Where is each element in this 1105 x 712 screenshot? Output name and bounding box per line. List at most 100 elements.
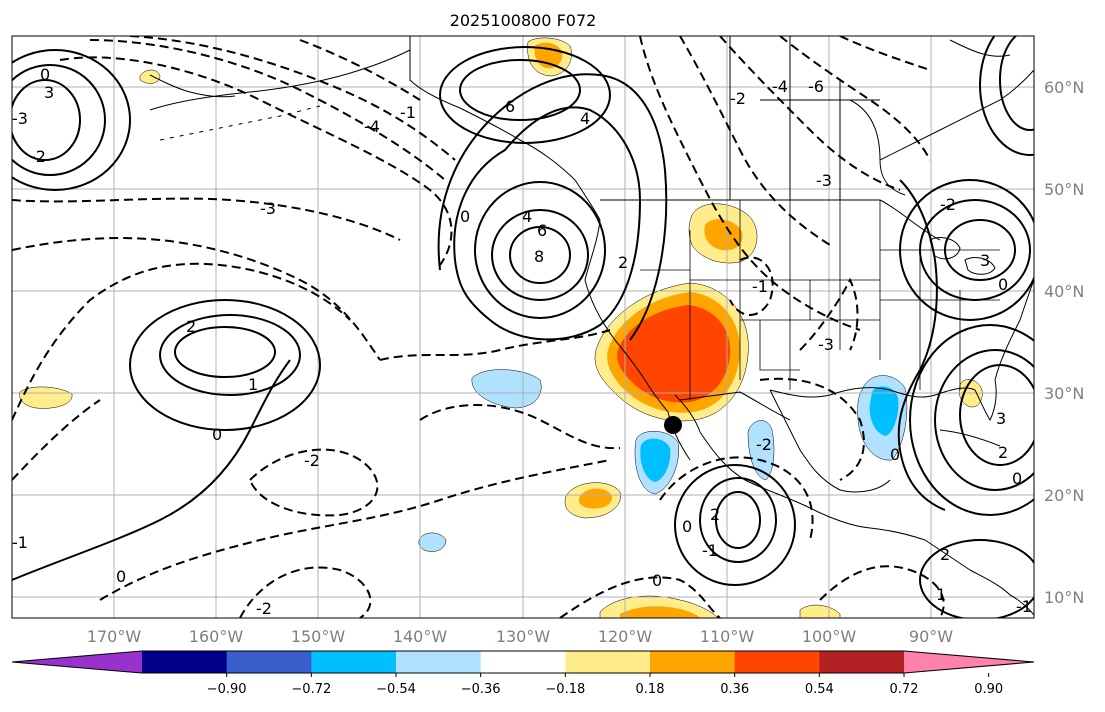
colorbar-extend-low	[12, 651, 142, 673]
contour-low-canada-4	[779, 36, 931, 161]
lat-label: 60°N	[1044, 78, 1084, 97]
contour-label: 3	[996, 409, 1006, 428]
contour-high-subtropical-0	[129, 299, 321, 431]
contour-label: -4	[772, 77, 788, 96]
colorbar-tick-label: −0.54	[376, 682, 416, 697]
contour-label: 2	[998, 443, 1008, 462]
border-canada-us	[600, 199, 941, 241]
contour-label: 1	[248, 375, 258, 394]
anomaly-positive-bering	[139, 69, 161, 84]
contour-high-subtropical-2	[174, 326, 276, 378]
contour-low-gulf	[759, 377, 865, 481]
contour-high-ne-3	[944, 219, 1016, 281]
contour-label: -4	[364, 117, 380, 136]
contour-high-nw-3	[12, 79, 81, 161]
coastline-alaska	[149, 36, 601, 221]
contour-label: -1	[1016, 597, 1032, 616]
contour-high-se-1	[909, 324, 1034, 516]
colorbar-tick-label: −0.90	[207, 682, 247, 697]
lon-label: 110°W	[700, 627, 755, 646]
station-point-marker	[664, 416, 682, 434]
contour-high-ne-2	[919, 199, 1031, 301]
contour-label: 6	[505, 97, 515, 116]
contour-label: -2	[940, 195, 956, 214]
coastline-baja	[667, 394, 701, 461]
contour-zero-east	[897, 179, 946, 511]
anomaly-positive-bottom-core	[620, 606, 701, 618]
contour-high-alaska-6	[459, 59, 581, 121]
contour-label: 3	[980, 251, 990, 270]
anomaly-positive-sw-us-core	[617, 305, 731, 403]
coastline-cuba	[939, 429, 1001, 447]
anomaly-positive-bottom-east	[799, 604, 841, 618]
map-title: 2025100800 F072	[450, 11, 597, 30]
contour-high-pacific-6	[491, 209, 589, 301]
lat-label: 40°N	[1044, 282, 1084, 301]
colorbar-tick-label: 0.90	[974, 682, 1003, 697]
lon-label: 140°W	[393, 627, 448, 646]
contour-label: 0	[652, 571, 662, 590]
contour-label: -2	[756, 435, 772, 454]
contour-low-canada-2	[679, 36, 831, 246]
lat-label: 20°N	[1044, 486, 1084, 505]
contour-low-canada-5	[839, 36, 931, 71]
coastline-us-east	[994, 279, 1034, 381]
contour-high-pacific-4	[474, 181, 606, 319]
colorbar-segment	[142, 651, 228, 673]
anomaly-positive-nw-us-core	[704, 219, 743, 251]
state-borders	[600, 199, 1000, 400]
contour-low-pacific-minus2	[12, 262, 351, 421]
anomaly-negative-south-pacific	[418, 532, 447, 552]
contour-label: 1	[936, 585, 946, 604]
contour-low-mid-0	[379, 329, 611, 361]
colorbar-segment	[396, 651, 482, 673]
colorbar: −0.90 −0.72 −0.54 −0.36 −0.18 0.18 0.36 0.54 0.7…	[11, 650, 1035, 697]
contour-low-us-minus3	[799, 277, 859, 351]
colorbar-segment	[311, 651, 397, 673]
map-frame	[11, 35, 1035, 619]
contour-label: -2	[30, 147, 46, 166]
contour-high-central-america	[919, 539, 1034, 618]
coastline-great-lakes	[929, 237, 996, 275]
contour-zero-subtropical	[12, 359, 291, 581]
lon-label: 170°W	[87, 627, 142, 646]
contour-high-se-2	[934, 349, 1034, 491]
gridlines	[12, 36, 1034, 618]
contour-labels: -3 3 -2 0 -4 -3 0 4 6 6 8 4 -1 2 1 0 -2 …	[12, 65, 1032, 618]
lat-label: 10°N	[1044, 588, 1084, 607]
contour-label: 3	[44, 83, 54, 102]
contour-label: -2	[730, 89, 746, 108]
contour-label: 2	[618, 253, 628, 272]
lon-label: 120°W	[598, 627, 653, 646]
contour-low-mid-minus2	[419, 404, 621, 450]
contour-label: -2	[304, 451, 320, 470]
coastline-aleutians	[159, 105, 321, 141]
contour-label: -3	[12, 109, 28, 128]
lon-axis-labels: 170°W 160°W 150°W 140°W 130°W 120°W 110°…	[87, 627, 953, 646]
contour-label: -3	[260, 199, 276, 218]
colorbar-tick-label: −0.36	[461, 682, 501, 697]
coastline-mexico-west	[699, 431, 926, 541]
contour-high-ne-1	[899, 179, 1034, 321]
contour-low-aleutian-3	[129, 36, 456, 161]
contour-label: 0	[40, 65, 50, 84]
coastline-bering-coast	[149, 74, 236, 98]
contour-label: 2	[940, 545, 950, 564]
contours	[12, 36, 1034, 618]
contour-low-us-minus1	[729, 256, 774, 316]
contour-low-south-0	[559, 576, 721, 618]
lon-label: 130°W	[496, 627, 551, 646]
contour-label: -3	[818, 335, 834, 354]
anomaly-negative-east-pacific	[471, 369, 542, 409]
coastline-us-west	[584, 219, 669, 413]
contour-label: 0	[1012, 469, 1022, 488]
contour-low-pacific-0	[12, 197, 401, 241]
lat-label: 30°N	[1044, 384, 1084, 403]
anomaly-negative-mexico	[747, 420, 775, 481]
contour-label: 6	[537, 221, 547, 240]
contour-high-se-3	[959, 364, 1034, 466]
contour-label: -1	[12, 533, 28, 552]
map-area: -3 3 -2 0 -4 -3 0 4 6 6 8 4 -1 2 1 0 -2 …	[12, 36, 1034, 618]
colorbar-tick-label: −0.72	[291, 682, 331, 697]
